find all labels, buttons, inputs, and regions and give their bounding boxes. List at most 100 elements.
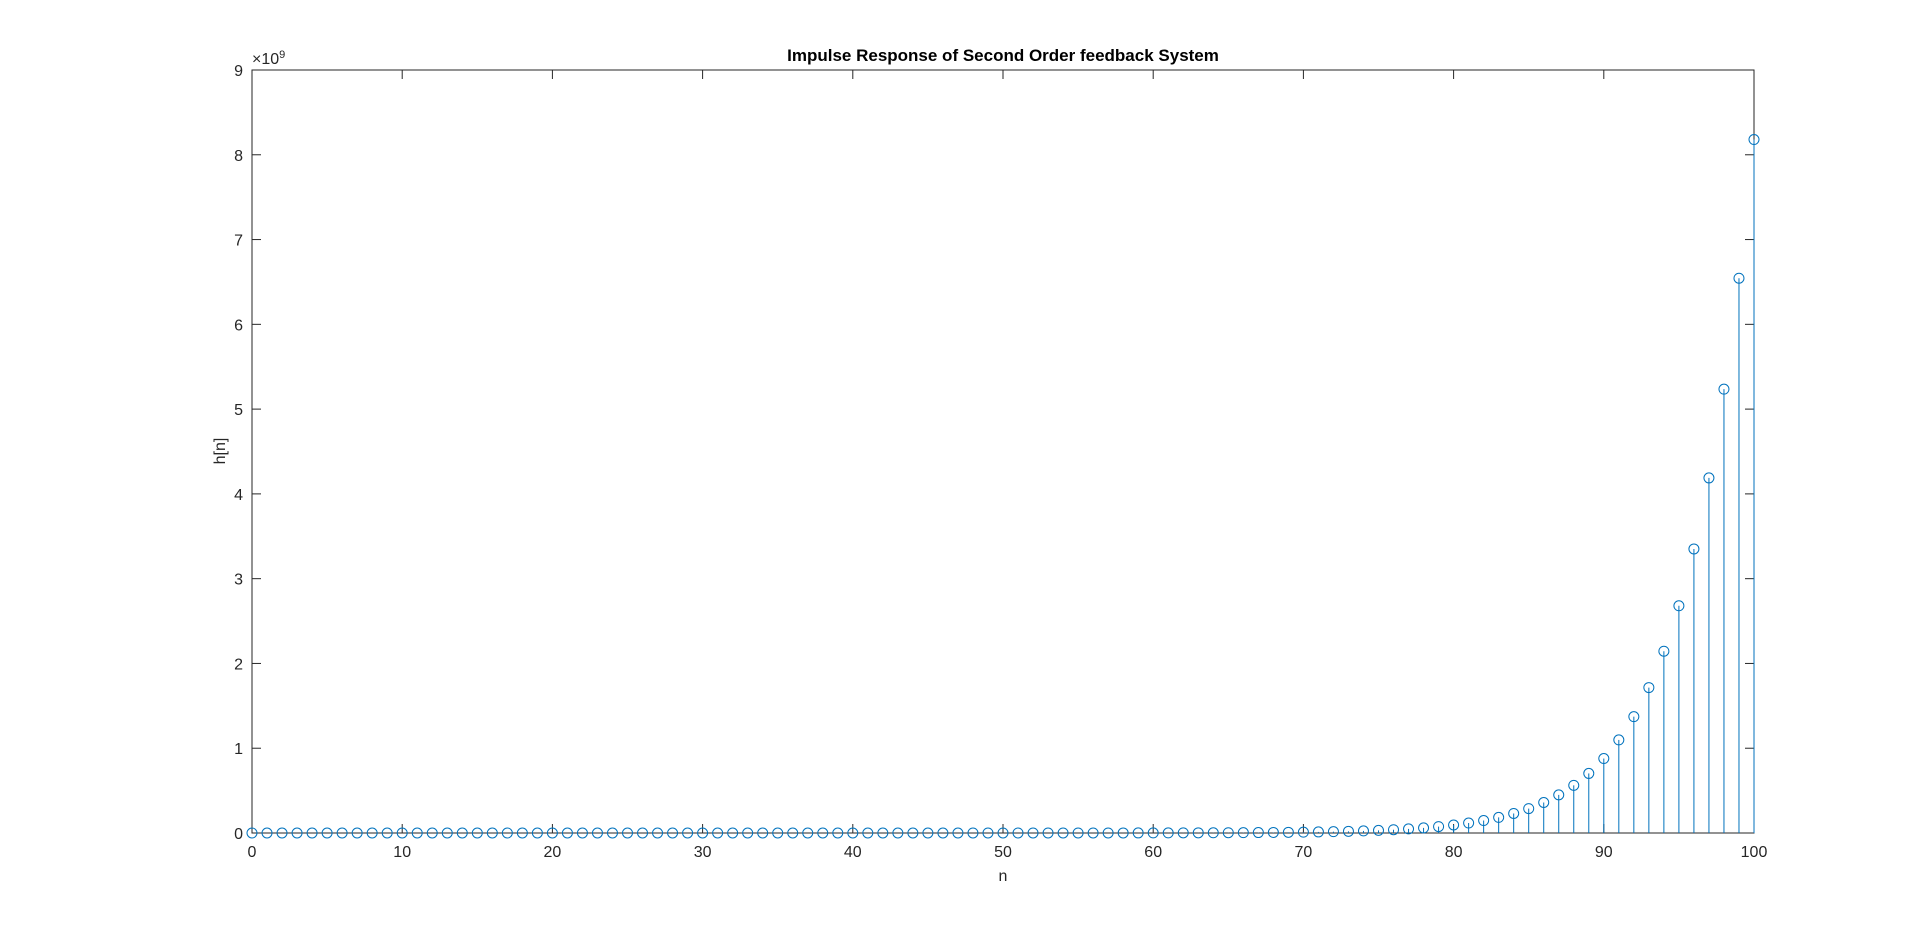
stem-marker	[1643, 682, 1655, 694]
stem-marker	[531, 827, 543, 839]
y-tick-label: 0	[234, 826, 243, 843]
stem-marker	[1297, 826, 1309, 838]
y-axis-ticks: 0 1 2 3 4 5 6 7 8 9	[234, 63, 1754, 843]
stem-marker	[1087, 827, 1099, 839]
stem-marker	[1613, 734, 1625, 746]
stem-marker	[351, 827, 363, 839]
stem-marker	[1553, 789, 1565, 801]
stem-marker	[877, 827, 889, 839]
stem-marker	[1327, 826, 1339, 838]
y-exponent-base: ×10	[252, 51, 279, 68]
stem-marker	[591, 827, 603, 839]
y-tick-label: 4	[234, 487, 243, 504]
stem-marker	[832, 827, 844, 839]
stem-marker	[441, 827, 453, 839]
stem-marker	[366, 827, 378, 839]
stem-marker	[306, 827, 318, 839]
stem-marker	[1237, 827, 1249, 839]
stem-marker	[1433, 821, 1445, 833]
y-tick-label: 5	[234, 402, 243, 419]
stem-marker	[501, 827, 513, 839]
x-tick-label: 100	[1741, 844, 1768, 861]
stem-marker	[787, 827, 799, 839]
y-tick-label: 1	[234, 741, 243, 758]
stem-marker	[1718, 383, 1730, 395]
stem-marker	[1252, 827, 1264, 839]
x-axis-label: n	[999, 868, 1008, 885]
stem-marker	[1583, 767, 1595, 779]
stem-marker	[291, 827, 303, 839]
stem-marker	[1192, 827, 1204, 839]
stem-marker	[937, 827, 949, 839]
stem-marker	[667, 827, 679, 839]
stem-marker	[1658, 645, 1670, 657]
stem-marker	[426, 827, 438, 839]
stem-marker	[622, 827, 633, 839]
stem-marker	[997, 827, 1009, 839]
x-tick-label: 40	[844, 844, 862, 861]
stem-marker	[1628, 711, 1640, 723]
x-tick-label: 30	[694, 844, 712, 861]
x-tick-label: 20	[544, 844, 562, 861]
stem-marker	[576, 827, 588, 839]
stem-marker	[606, 827, 618, 839]
x-tick-label: 10	[393, 844, 411, 861]
stem-marker	[682, 827, 694, 839]
stem-marker	[1403, 823, 1415, 835]
stem-marker	[1342, 825, 1354, 837]
y-tick-label: 3	[234, 572, 243, 589]
plot-area	[251, 69, 1755, 834]
stem-marker	[1042, 827, 1054, 839]
stem-marker	[1057, 827, 1069, 839]
stem-marker	[1222, 827, 1234, 839]
y-tick-label: 7	[234, 233, 243, 250]
stem-marker	[967, 827, 979, 839]
x-tick-label: 90	[1595, 844, 1613, 861]
stem-marker	[411, 827, 423, 839]
stem-marker	[1177, 827, 1189, 839]
y-axis-exponent: ×109	[252, 49, 285, 68]
stem-marker	[486, 827, 498, 839]
y-tick-label: 8	[234, 148, 243, 165]
x-tick-label: 60	[1144, 844, 1162, 861]
stem-marker	[456, 827, 468, 839]
stem-marker	[1027, 827, 1039, 839]
stem-marker	[772, 827, 784, 839]
stem-marker	[907, 827, 919, 839]
stem-marker	[471, 827, 483, 839]
x-tick-label: 80	[1445, 844, 1463, 861]
stem-marker	[1748, 134, 1760, 146]
stem-marker	[1688, 543, 1700, 555]
stem-marker	[1267, 826, 1279, 838]
stem-series	[246, 134, 1760, 839]
stem-marker	[1132, 827, 1144, 839]
stem-marker	[847, 827, 859, 839]
y-tick-label: 9	[234, 63, 243, 80]
stem-marker	[892, 827, 904, 839]
stem-marker	[697, 827, 709, 839]
stem-marker	[1538, 797, 1550, 809]
stem-marker	[1523, 803, 1535, 815]
stem-marker	[1282, 826, 1294, 838]
stem-marker	[1102, 827, 1114, 839]
stem-marker	[246, 827, 258, 839]
stem-marker	[396, 827, 408, 839]
x-tick-label: 70	[1295, 844, 1313, 861]
stem-marker	[1703, 472, 1715, 484]
y-axis-label: h[n]	[212, 438, 229, 465]
stem-marker	[1448, 819, 1460, 831]
x-tick-label: 50	[994, 844, 1012, 861]
stem-marker	[637, 827, 649, 839]
x-tick-label: 0	[248, 844, 257, 861]
stem-marker	[336, 827, 348, 839]
stem-marker	[561, 827, 573, 839]
stem-marker	[276, 827, 288, 839]
x-axis-ticks: 0 10 20 30 40 50 60 70 80 90 100	[248, 70, 1768, 861]
stem-marker	[1207, 827, 1219, 839]
stem-marker	[862, 827, 874, 839]
stem-marker	[1012, 827, 1024, 839]
stem-marker	[1357, 825, 1369, 837]
stem-marker	[952, 827, 964, 839]
stem-marker	[1673, 600, 1685, 612]
